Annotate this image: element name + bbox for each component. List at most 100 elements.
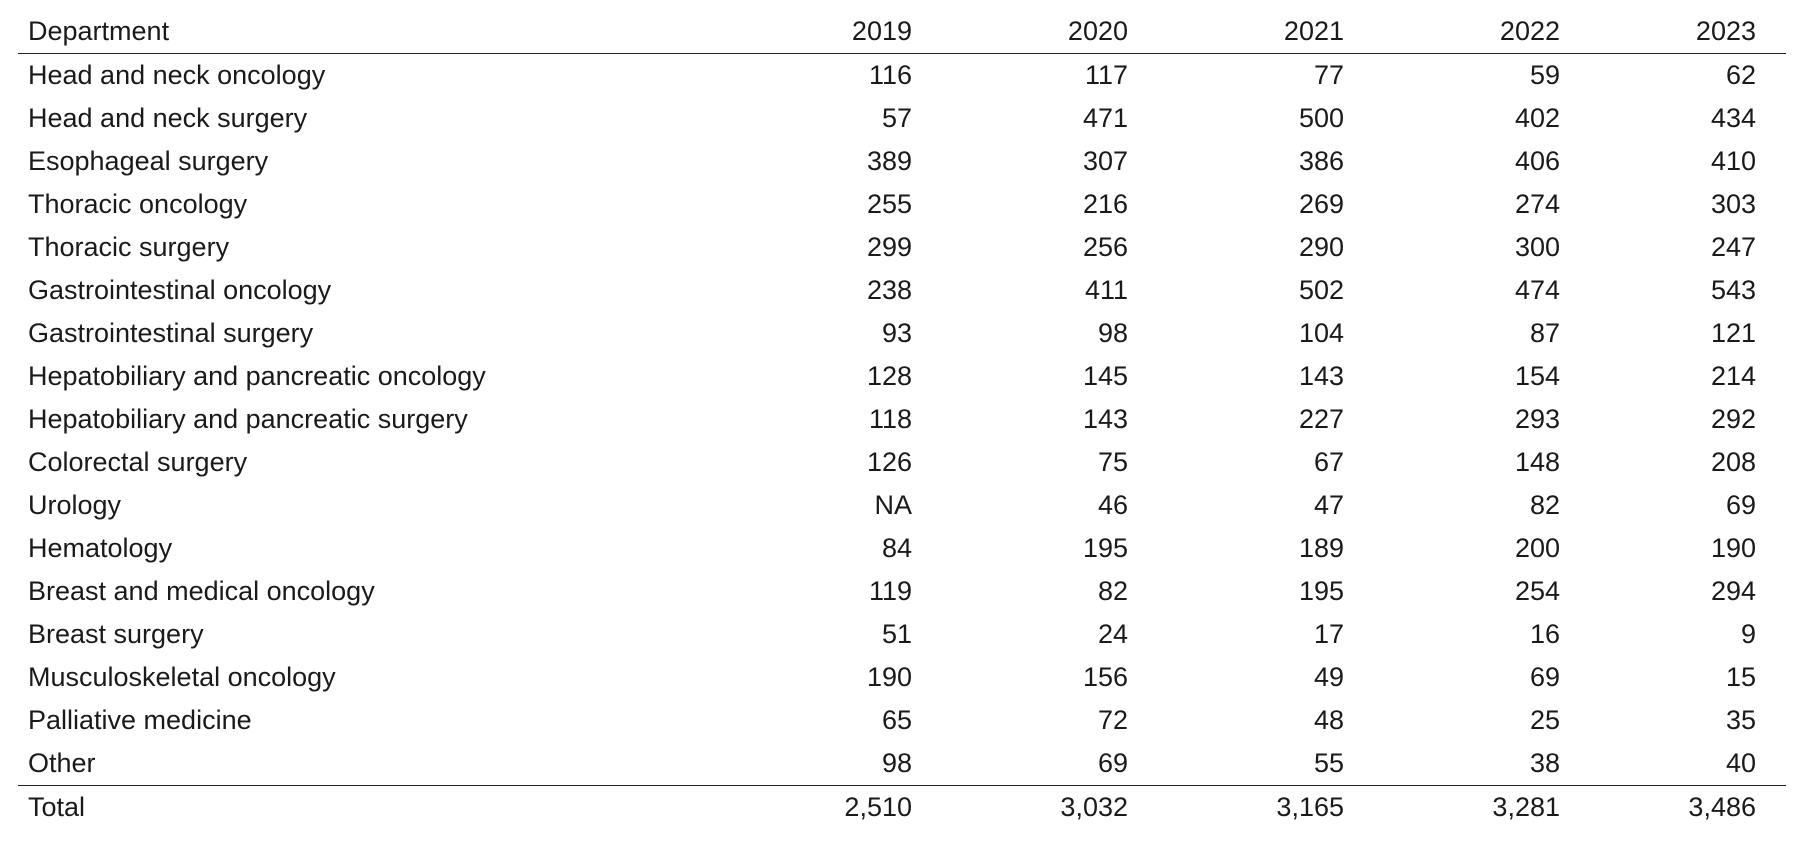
value-cell: 389	[866, 146, 912, 176]
value-cell: 156	[1082, 662, 1128, 692]
value-cell: 84	[881, 533, 912, 563]
value-cell: 434	[1710, 103, 1756, 133]
value-cell: 98	[1097, 318, 1128, 348]
value-cell: 190	[866, 662, 912, 692]
column-header-year: 2021	[1128, 10, 1344, 54]
value-cell: 238	[866, 275, 912, 305]
value-cell: 69	[1097, 748, 1128, 778]
value-cell: 46	[1097, 490, 1128, 520]
value-cell: 406	[1514, 146, 1560, 176]
table-row: Hepatobiliary and pancreatic oncology 128…	[18, 355, 1786, 398]
value-cell: 51	[881, 619, 912, 649]
table-row: Breast and medical oncology 119 82 195 254 29…	[18, 570, 1786, 613]
value-cell: 104	[1298, 318, 1344, 348]
value-cell: 227	[1298, 404, 1344, 434]
department-cell: Musculoskeletal oncology	[28, 662, 336, 692]
value-cell: 49	[1313, 662, 1344, 692]
value-cell: 502	[1298, 275, 1344, 305]
total-cell: 3,486	[1560, 785, 1786, 829]
value-cell: 292	[1710, 404, 1756, 434]
value-cell: 148	[1514, 447, 1560, 477]
column-header-year: 2019	[658, 10, 912, 54]
value-cell: 386	[1298, 146, 1344, 176]
value-cell: 48	[1313, 705, 1344, 735]
value-cell: 117	[1084, 60, 1128, 90]
value-cell: 59	[1529, 60, 1560, 90]
table-row: Head and neck surgery 57 471 500 402 434	[18, 97, 1786, 140]
column-header-year: 2022	[1344, 10, 1560, 54]
value-cell: 293	[1514, 404, 1560, 434]
value-cell: 69	[1529, 662, 1560, 692]
value-cell: 214	[1710, 361, 1756, 391]
department-cell: Thoracic oncology	[28, 189, 248, 219]
department-cell: Urology	[28, 490, 122, 520]
value-cell: 195	[1298, 576, 1344, 606]
department-table-container: Department 2019 2020 2021 2022 2023 Head…	[18, 10, 1786, 829]
table-row: Head and neck oncology 116 117 77 59 62	[18, 54, 1786, 98]
value-cell: 303	[1710, 189, 1756, 219]
column-header-department: Department	[18, 10, 658, 54]
total-cell: 3,032	[912, 785, 1128, 829]
value-cell: 299	[866, 232, 912, 262]
value-cell: 72	[1097, 705, 1128, 735]
table-row: Hematology 84 195 189 200 190	[18, 527, 1786, 570]
value-cell: 300	[1514, 232, 1560, 262]
department-cell: Breast surgery	[28, 619, 204, 649]
department-table: Department 2019 2020 2021 2022 2023 Head…	[18, 10, 1786, 829]
department-cell: Gastrointestinal surgery	[28, 318, 314, 348]
value-cell: 500	[1298, 103, 1344, 133]
value-cell: 208	[1710, 447, 1756, 477]
value-cell: 55	[1313, 748, 1344, 778]
value-cell: 411	[1084, 275, 1128, 305]
value-cell: NA	[874, 490, 912, 520]
department-cell: Breast and medical oncology	[28, 576, 375, 606]
value-cell: 75	[1097, 447, 1128, 477]
value-cell: 17	[1313, 619, 1344, 649]
value-cell: 82	[1529, 490, 1560, 520]
value-cell: 290	[1298, 232, 1344, 262]
table-row: Gastrointestinal surgery 93 98 104 87 121	[18, 312, 1786, 355]
value-cell: 87	[1529, 318, 1560, 348]
value-cell: 16	[1529, 619, 1560, 649]
table-row: Hepatobiliary and pancreatic surgery 118 1…	[18, 398, 1786, 441]
table-row: Esophageal surgery 389 307 386 406 410	[18, 140, 1786, 183]
total-cell: 3,165	[1128, 785, 1344, 829]
value-cell: 38	[1529, 748, 1560, 778]
value-cell: 195	[1082, 533, 1128, 563]
value-cell: 154	[1514, 361, 1560, 391]
department-cell: Other	[28, 748, 96, 778]
value-cell: 69	[1725, 490, 1756, 520]
department-cell: Colorectal surgery	[28, 447, 248, 477]
value-cell: 307	[1082, 146, 1128, 176]
value-cell: 254	[1514, 576, 1560, 606]
department-cell: Thoracic surgery	[28, 232, 230, 262]
department-cell: Gastrointestinal oncology	[28, 275, 332, 305]
total-cell: 2,510	[658, 785, 912, 829]
total-label: Total	[18, 785, 658, 829]
value-cell: 67	[1313, 447, 1344, 477]
value-cell: 143	[1082, 404, 1128, 434]
table-row: Colorectal surgery 126 75 67 148 208	[18, 441, 1786, 484]
table-row: Musculoskeletal oncology 190 156 49 69 15	[18, 656, 1786, 699]
value-cell: 35	[1725, 705, 1756, 735]
total-row: Total 2,510 3,032 3,165 3,281 3,486	[18, 785, 1786, 829]
value-cell: 294	[1710, 576, 1756, 606]
value-cell: 15	[1725, 662, 1756, 692]
department-cell: Head and neck oncology	[28, 60, 326, 90]
department-cell: Head and neck surgery	[28, 103, 308, 133]
value-cell: 216	[1082, 189, 1128, 219]
department-cell: Hepatobiliary and pancreatic surgery	[28, 404, 468, 434]
value-cell: 62	[1725, 60, 1756, 90]
value-cell: 82	[1097, 576, 1128, 606]
value-cell: 65	[881, 705, 912, 735]
department-cell: Palliative medicine	[28, 705, 252, 735]
value-cell: 255	[866, 189, 912, 219]
value-cell: 126	[866, 447, 912, 477]
value-cell: 128	[866, 361, 912, 391]
value-cell: 40	[1725, 748, 1756, 778]
department-cell: Hepatobiliary and pancreatic oncology	[28, 361, 486, 391]
value-cell: 118	[868, 404, 912, 434]
table-row: Breast surgery 51 24 17 16 9	[18, 613, 1786, 656]
value-cell: 402	[1514, 103, 1560, 133]
value-cell: 93	[881, 318, 912, 348]
